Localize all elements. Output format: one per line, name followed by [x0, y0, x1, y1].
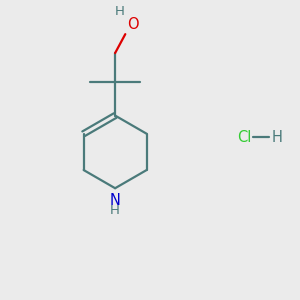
Text: N: N [110, 194, 121, 208]
Text: O: O [128, 17, 139, 32]
Text: Cl: Cl [237, 130, 252, 145]
Text: H: H [110, 204, 120, 217]
Text: H: H [272, 130, 283, 145]
Text: H: H [115, 5, 125, 18]
